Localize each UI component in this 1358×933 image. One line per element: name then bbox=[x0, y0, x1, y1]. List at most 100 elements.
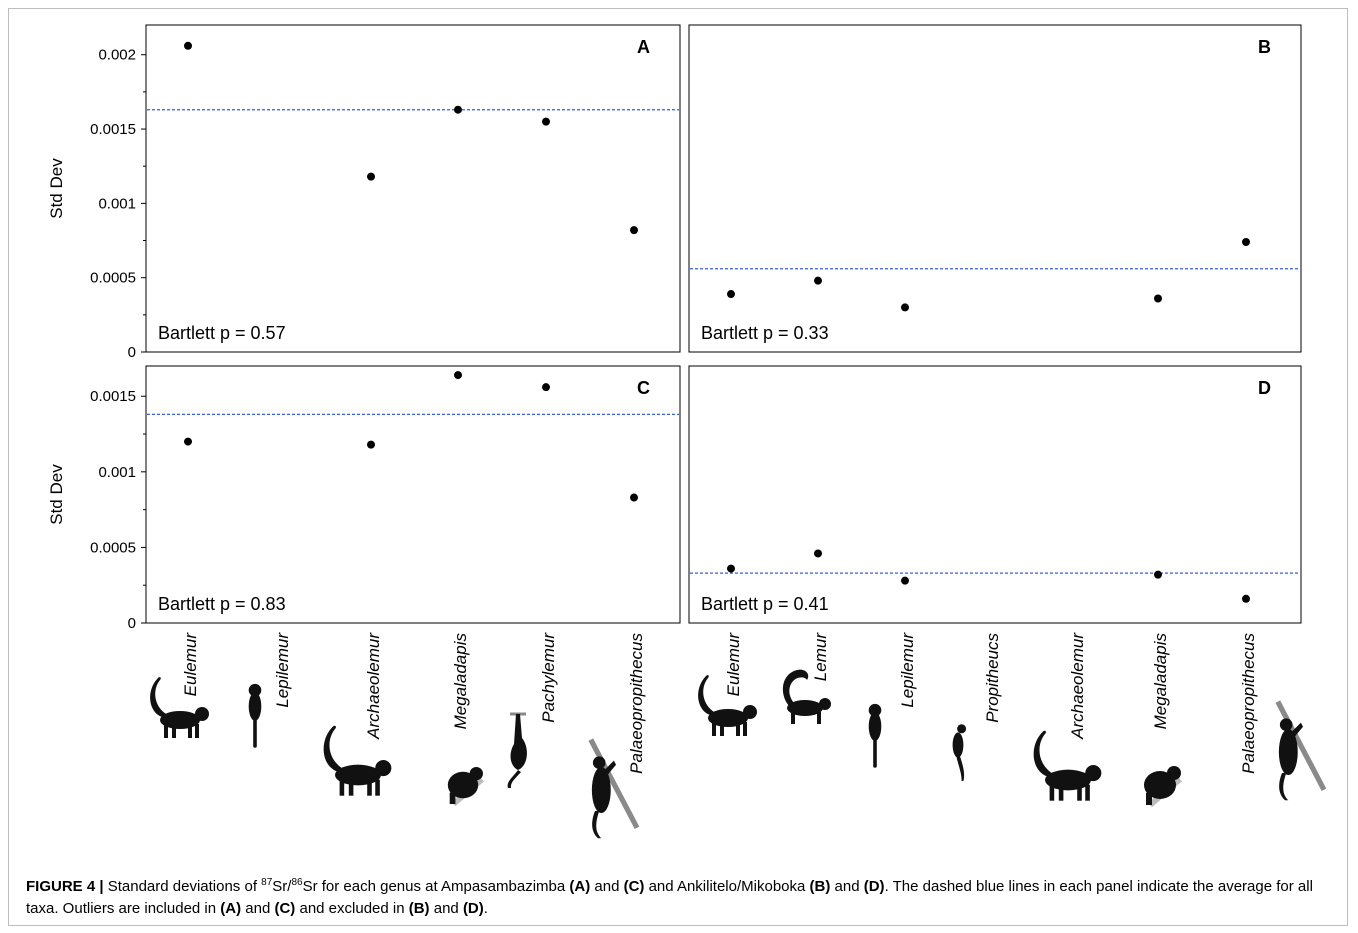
tail-shape bbox=[1033, 730, 1052, 777]
figure-frame bbox=[8, 8, 1348, 926]
tail-shape bbox=[873, 737, 877, 768]
head-shape bbox=[1279, 718, 1293, 731]
body-shape bbox=[447, 771, 479, 799]
genus-label: Eulemur bbox=[724, 632, 743, 697]
data-point-lepilemur bbox=[901, 576, 909, 585]
head-shape bbox=[1167, 766, 1181, 780]
genus-label: Eulemur bbox=[181, 632, 200, 697]
palaeopropithecus-silhouette-icon bbox=[588, 738, 640, 839]
bartlett-annotation: Bartlett p = 0.57 bbox=[158, 323, 286, 343]
lemur-silhouette-icon bbox=[323, 725, 392, 796]
data-point-eulemur bbox=[184, 41, 192, 50]
leg-shape bbox=[1049, 784, 1055, 801]
leg-shape bbox=[339, 779, 345, 796]
leg-shape bbox=[348, 779, 354, 796]
data-point-palaeopropithecus bbox=[630, 226, 638, 235]
genus-label: Archaeolemur bbox=[1068, 632, 1087, 740]
leg-shape bbox=[367, 779, 372, 796]
caption-text: and bbox=[429, 900, 463, 917]
leg-shape bbox=[375, 779, 380, 796]
caption-text: and excluded in bbox=[295, 900, 409, 917]
leg-shape bbox=[1146, 793, 1152, 805]
leg-shape bbox=[164, 724, 168, 738]
data-point-megaladapis bbox=[454, 105, 462, 114]
y-tick-label: 0.0015 bbox=[90, 388, 136, 405]
figure-caption: FIGURE 4 | Standard deviations of 87Sr/8… bbox=[26, 876, 1326, 920]
panel-letter: D bbox=[1258, 378, 1271, 398]
caption-text: Standard deviations of bbox=[103, 878, 262, 895]
data-point-palaeopropithecus bbox=[1242, 238, 1250, 247]
head-shape bbox=[957, 724, 967, 734]
megaladapis-silhouette-icon bbox=[1144, 766, 1182, 808]
panel-a: 0 0.0005 0.001 0.0015 0.002 Std Dev A Bartlett … bbox=[47, 24, 681, 361]
leg-shape bbox=[720, 722, 724, 736]
data-point-archaeolemur bbox=[367, 172, 375, 181]
caption-text: and Ankilitelo/Mikoboka bbox=[644, 878, 810, 895]
body-shape bbox=[510, 714, 527, 770]
genus-label: Lemur bbox=[811, 632, 830, 682]
data-point-pachylemur bbox=[542, 117, 550, 126]
body-shape bbox=[952, 732, 964, 758]
leg-shape bbox=[1279, 773, 1289, 801]
head-shape bbox=[868, 703, 882, 717]
leg-shape bbox=[592, 811, 602, 839]
caption-text: . The dashed blue lines in each panel in… bbox=[26, 878, 1313, 917]
bartlett-annotation: Bartlett p = 0.41 bbox=[701, 594, 829, 614]
panel-letter: B bbox=[1258, 37, 1271, 57]
data-point-megaladapis bbox=[1154, 570, 1162, 579]
bartlett-annotation: Bartlett p = 0.83 bbox=[158, 594, 286, 614]
lemur-silhouette-icon bbox=[150, 677, 209, 738]
head-shape bbox=[248, 683, 262, 697]
genus-labels-right: Eulemur Lemur Lepilemur Propitheucs Archaeol… bbox=[724, 632, 1258, 774]
y-tick-label: 0.0015 bbox=[90, 121, 136, 138]
leg-shape bbox=[449, 792, 456, 804]
lepilemur-silhouette-icon bbox=[248, 683, 262, 748]
plot-frame bbox=[688, 24, 1302, 353]
caption-ref: (B) bbox=[809, 878, 831, 895]
caption-ref: (A) bbox=[220, 900, 242, 917]
leg-shape bbox=[712, 722, 716, 736]
genus-label: Palaeopropithecus bbox=[1239, 633, 1258, 774]
tail-shape bbox=[782, 669, 809, 706]
leg-shape bbox=[1077, 784, 1082, 801]
y-tick-label: 0.002 bbox=[98, 47, 136, 64]
caption-ref: (B) bbox=[408, 900, 430, 917]
tail-shape bbox=[507, 770, 521, 788]
leg-shape bbox=[736, 722, 740, 736]
data-point-lemur bbox=[814, 549, 822, 558]
body-shape bbox=[1144, 771, 1176, 799]
leg-shape bbox=[817, 712, 821, 724]
caption-text: Sr for each genus at Ampasambazimba bbox=[302, 878, 570, 895]
caption-ref: (D) bbox=[462, 900, 484, 917]
branch-shape bbox=[1275, 700, 1327, 792]
head-shape bbox=[375, 760, 392, 777]
y-tick-label: 0.0005 bbox=[90, 270, 136, 287]
data-point-eulemur bbox=[727, 564, 735, 573]
genus-labels-left: Eulemur Lepilemur Archaeolemur Megaladapis P… bbox=[181, 632, 646, 774]
arm-shape bbox=[1288, 722, 1303, 740]
caption-sup-86: 86 bbox=[291, 877, 303, 888]
data-point-palaeopropithecus bbox=[630, 493, 638, 502]
y-axis-label: Std Dev bbox=[47, 464, 66, 525]
tail-shape bbox=[323, 725, 342, 772]
leg-shape bbox=[1085, 784, 1090, 801]
leg-shape bbox=[1058, 784, 1064, 801]
tail-shape bbox=[150, 677, 166, 717]
body-shape bbox=[591, 766, 611, 814]
data-point-lepilemur bbox=[901, 303, 909, 312]
leg-shape bbox=[188, 724, 192, 738]
head-shape bbox=[743, 705, 757, 719]
y-tick-label: 0 bbox=[128, 615, 136, 632]
data-point-eulemur bbox=[184, 437, 192, 446]
leg-shape bbox=[791, 712, 795, 724]
data-point-palaeopropithecus bbox=[1242, 594, 1250, 603]
caption-ref: (D) bbox=[863, 878, 885, 895]
genus-label: Lepilemur bbox=[273, 632, 292, 708]
genus-label: Archaeolemur bbox=[364, 632, 383, 740]
y-tick-label: 0.0005 bbox=[90, 539, 136, 556]
lemur-catta-silhouette-icon bbox=[782, 669, 831, 724]
tail-shape bbox=[253, 717, 257, 748]
silhouettes bbox=[150, 669, 1327, 839]
caption-sup-87: 87 bbox=[261, 877, 273, 888]
body-shape bbox=[248, 692, 262, 721]
